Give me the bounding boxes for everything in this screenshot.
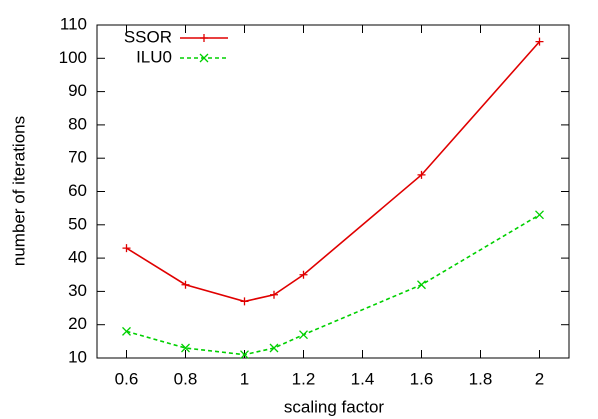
point-marker xyxy=(417,280,426,290)
y-tick-label: 110 xyxy=(60,14,87,33)
x-tick-label: 0.6 xyxy=(115,369,139,388)
y-tick-label: 50 xyxy=(68,214,87,233)
y-tick-label: 10 xyxy=(68,347,87,366)
y-tick-label: 40 xyxy=(68,248,87,267)
y-tick-label: 80 xyxy=(68,114,87,133)
x-tick-label: 1.2 xyxy=(292,369,316,388)
legend-label: ILU0 xyxy=(136,47,172,66)
point-marker xyxy=(122,326,131,336)
point-marker xyxy=(535,37,544,46)
x-tick-label: 1 xyxy=(240,369,249,388)
y-tick-label: 90 xyxy=(68,81,87,100)
point-marker xyxy=(417,170,426,179)
x-tick-label: 0.8 xyxy=(174,369,198,388)
y-tick-label: 30 xyxy=(68,281,87,300)
x-tick-label: 1.8 xyxy=(469,369,493,388)
point-marker xyxy=(122,244,131,253)
point-marker xyxy=(299,270,308,279)
point-marker xyxy=(299,330,308,340)
series-line xyxy=(126,41,541,303)
x-tick-label: 1.6 xyxy=(410,369,434,388)
y-tick-label: 20 xyxy=(68,314,87,333)
point-marker xyxy=(181,343,190,353)
point-marker xyxy=(181,280,190,289)
legend-label: SSOR xyxy=(124,27,172,46)
point-marker xyxy=(270,290,278,299)
point-marker xyxy=(240,350,249,360)
legend-marker xyxy=(200,34,208,42)
y-axis-label: number of iterations xyxy=(9,116,28,266)
point-marker xyxy=(240,297,249,306)
y-tick-label: 100 xyxy=(59,48,87,67)
plot-border xyxy=(96,24,570,359)
x-tick-label: 1.4 xyxy=(351,369,375,388)
x-axis-label: scaling factor xyxy=(284,397,384,416)
y-tick-label: 60 xyxy=(68,181,87,200)
point-marker xyxy=(269,343,279,353)
point-marker xyxy=(535,210,544,220)
legend-marker xyxy=(199,53,209,63)
x-tick-label: 2 xyxy=(535,369,544,388)
y-tick-label: 70 xyxy=(68,148,87,167)
